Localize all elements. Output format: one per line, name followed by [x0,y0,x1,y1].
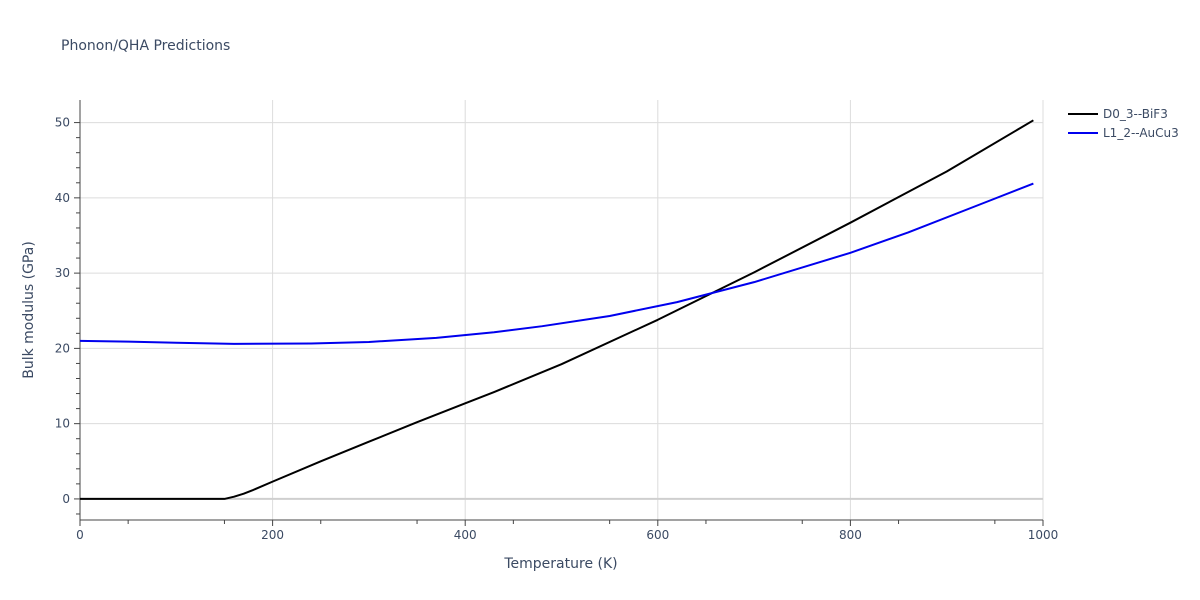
y-tick-label: 10 [55,417,70,431]
x-tick-label: 0 [76,528,84,542]
x-tick-label: 1000 [1028,528,1059,542]
y-tick-label: 30 [55,266,70,280]
series-line-1 [80,119,1034,500]
x-tick-label: 600 [646,528,669,542]
y-tick-label: 50 [55,116,70,130]
legend-item-1[interactable]: D0_3--BiF3 [1068,107,1168,121]
legend-item-2[interactable]: L1_2--AuCu3 [1068,126,1179,140]
series-line-2 [79,182,1034,345]
x-tick-label: 800 [839,528,862,542]
y-tick-label: 0 [62,492,70,506]
x-tick-label: 400 [454,528,477,542]
chart-title: Phonon/QHA Predictions [61,38,230,54]
series-layer [79,119,1034,500]
y-axis-title: Bulk modulus (GPa) [21,241,37,379]
x-tick-label: 200 [261,528,284,542]
y-tick-label: 20 [55,341,70,355]
x-axis-title: Temperature (K) [503,556,617,572]
y-tick-label: 40 [55,191,70,205]
legend[interactable]: D0_3--BiF3 L1_2--AuCu3 [1068,107,1179,140]
legend-label: L1_2--AuCu3 [1103,126,1179,140]
axes: 0 200 400 600 800 1000 0 10 20 30 40 50 [55,100,1059,542]
gridlines [80,100,1044,520]
legend-label: D0_3--BiF3 [1103,107,1168,121]
